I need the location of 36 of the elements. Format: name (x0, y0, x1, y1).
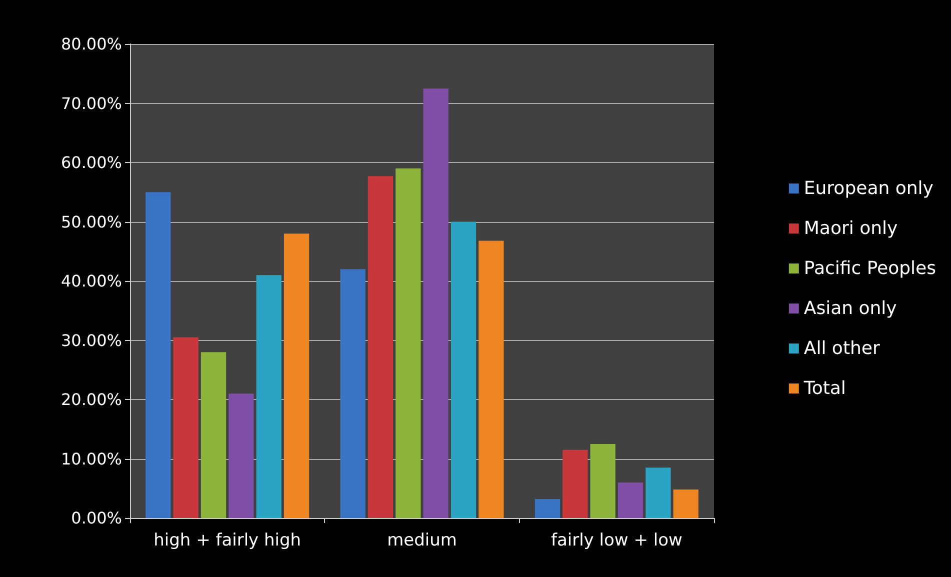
legend-label: European only (804, 178, 934, 199)
bar (423, 88, 448, 518)
bar (228, 394, 254, 518)
legend-label: Total (802, 378, 846, 399)
bar (673, 490, 698, 518)
legend-label: Maori only (804, 218, 898, 239)
y-tick-label: 40.00% (60, 272, 122, 290)
legend-label: Pacific Peoples (804, 258, 936, 279)
bar (478, 240, 504, 518)
x-tick-label: fairly low + low (550, 530, 682, 550)
bar (284, 234, 310, 518)
y-tick-label: 30.00% (60, 330, 122, 350)
bar (368, 176, 394, 518)
bar (534, 499, 560, 518)
y-tick-label: 60.00% (60, 153, 122, 172)
bar (590, 444, 616, 518)
y-tick-label: 50.00% (60, 212, 122, 232)
y-tick-label: 20.00% (60, 390, 122, 409)
legend-label: All other (804, 338, 880, 359)
legend-label: Asian only (804, 298, 898, 319)
y-tick-label: 0.00% (71, 508, 122, 528)
bar (173, 337, 198, 518)
y-tick-label: 10.00% (60, 449, 122, 468)
bar (256, 275, 282, 518)
bar (618, 482, 644, 518)
x-tick-label: high + fairly high (154, 530, 302, 550)
bar (562, 450, 588, 518)
bar (340, 269, 366, 518)
y-tick-label: 80.00% (60, 34, 122, 54)
bar (646, 468, 671, 518)
bar (200, 352, 226, 518)
bar (146, 192, 171, 518)
bar (450, 222, 476, 518)
y-tick-label: 70.00% (60, 94, 122, 113)
bar (396, 168, 421, 518)
x-tick-label: medium (387, 530, 457, 550)
